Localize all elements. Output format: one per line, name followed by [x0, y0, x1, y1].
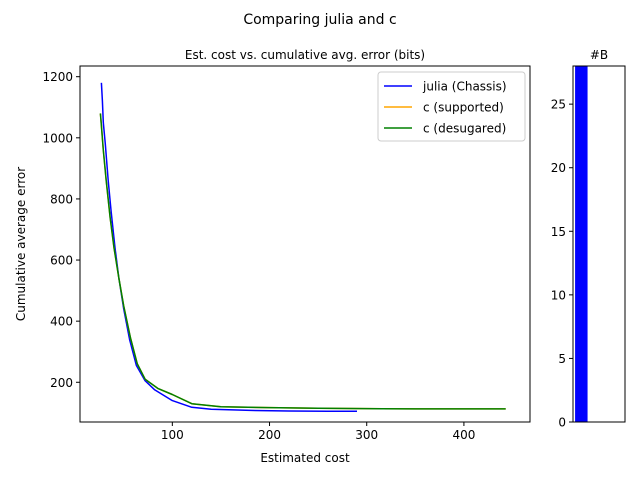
series-line-julia-chassis [100, 82, 357, 413]
y-tick-label: 1200 [42, 70, 73, 84]
y-tick-label: 200 [50, 376, 73, 390]
side-chart-title: #B [590, 48, 608, 62]
side-y-tick-label: 5 [558, 352, 566, 366]
y-tick-label: 400 [50, 315, 73, 329]
side-plot-area [575, 66, 588, 422]
main-y-ticks: 200 400 600 800 1000 1200 [42, 70, 80, 390]
side-y-ticks: 0 5 10 15 20 25 [551, 98, 573, 430]
legend-label-c-desugared: c (desugared) [423, 122, 506, 136]
x-tick-label: 300 [355, 428, 378, 442]
y-tick-label: 1000 [42, 131, 73, 145]
legend-label-julia: julia (Chassis) [422, 80, 507, 94]
main-x-ticks: 100 200 300 400 [161, 422, 475, 442]
main-plot-area [99, 82, 506, 413]
series-line-c-desugared [99, 113, 506, 410]
figure-suptitle: Comparing julia and c [243, 12, 396, 28]
x-tick-label: 100 [161, 428, 184, 442]
y-tick-label: 600 [50, 254, 73, 268]
main-chart-title: Est. cost vs. cumulative avg. error (bit… [185, 48, 425, 62]
y-tick-label: 800 [50, 192, 73, 206]
main-chart: Est. cost vs. cumulative avg. error (bit… [14, 48, 531, 465]
side-axes-frame [572, 65, 626, 423]
legend-frame [377, 71, 526, 142]
side-y-tick-label: 20 [551, 161, 566, 175]
x-tick-label: 400 [452, 428, 475, 442]
side-chart: #B 0 5 10 15 20 25 [551, 48, 626, 430]
main-x-axis-label: Estimated cost [260, 451, 350, 465]
side-y-tick-label: 25 [551, 98, 566, 112]
main-legend: julia (Chassis) c (supported) c (desugar… [377, 71, 526, 142]
main-y-axis-label: Cumulative average error [14, 167, 28, 321]
legend-label-c-supported: c (supported) [423, 101, 504, 115]
side-y-tick-label: 0 [558, 416, 566, 430]
x-tick-label: 200 [258, 428, 281, 442]
main-axes-frame [79, 65, 531, 423]
bar [575, 66, 588, 422]
side-y-tick-label: 15 [551, 225, 566, 239]
side-y-tick-label: 10 [551, 288, 566, 302]
